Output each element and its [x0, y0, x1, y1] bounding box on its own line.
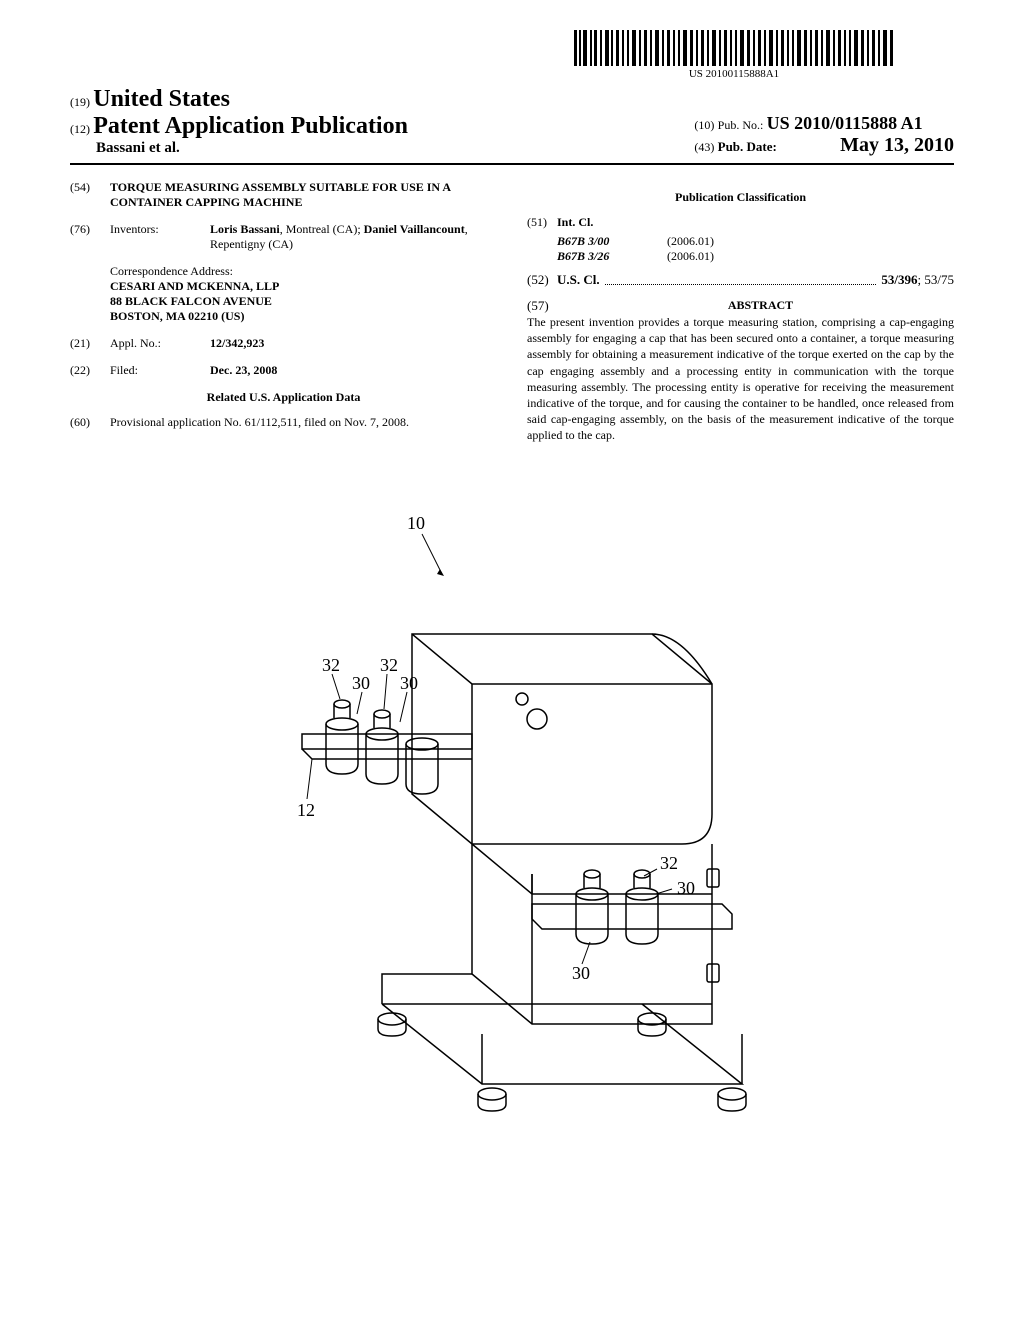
code-12: (12) [70, 122, 90, 136]
abstract-heading-row: (57) ABSTRACT [527, 298, 954, 314]
related-heading: Related U.S. Application Data [70, 390, 497, 405]
fig-label-12: 12 [297, 800, 315, 820]
intcl-item-0: B67B 3/00 (2006.01) [557, 234, 954, 249]
fig-label-32c: 32 [660, 853, 678, 873]
uscl-row: (52) U.S. Cl. 53/396; 53/75 [527, 272, 954, 288]
header: (19) United States (12) Patent Applicati… [70, 86, 954, 165]
right-column: Publication Classification (51) Int. Cl.… [527, 180, 954, 444]
intcl-item-0-code: B67B 3/00 [557, 234, 667, 249]
intcl-item-1: B67B 3/26 (2006.01) [557, 249, 954, 264]
correspondence-street: 88 BLACK FALCON AVENUE [110, 294, 497, 309]
barcode: US 20100115888A1 [574, 30, 894, 80]
applno-value: 12/342,923 [210, 336, 264, 350]
abstract-code: (57) [527, 298, 557, 314]
abstract-heading: ABSTRACT [567, 298, 954, 314]
title-row: (54) TORQUE MEASURING ASSEMBLY SUITABLE … [70, 180, 497, 210]
inventors-code: (76) [70, 222, 100, 252]
authors-line: Bassani et al. [96, 140, 180, 156]
filed-value: Dec. 23, 2008 [210, 363, 277, 377]
fig-label-30a: 30 [352, 673, 370, 693]
fig-label-32b: 32 [380, 655, 398, 675]
uscl-dots [605, 272, 877, 285]
code-19: (19) [70, 95, 90, 109]
uscl-label: U.S. Cl. [557, 272, 600, 288]
intcl-item-1-ver: (2006.01) [667, 249, 714, 264]
patent-figure: 10 32 30 32 30 12 32 30 30 [212, 474, 812, 1124]
doc-type: Patent Application Publication [93, 113, 408, 139]
inventors-row: (76) Inventors: Loris Bassani, Montreal … [70, 222, 497, 252]
pub-date-label: Pub. Date: [718, 139, 777, 154]
code-10: (10) [694, 118, 714, 132]
filed-label: Filed: [110, 363, 200, 378]
correspondence-city: BOSTON, MA 02210 (US) [110, 309, 497, 324]
inventors-value: Loris Bassani, Montreal (CA); Daniel Vai… [210, 222, 497, 252]
intcl-label: Int. Cl. [557, 215, 617, 230]
pub-class-heading: Publication Classification [527, 190, 954, 205]
applno-row: (21) Appl. No.: 12/342,923 [70, 336, 497, 351]
applno-label: Appl. No.: [110, 336, 200, 351]
uscl-value-bold: 53/396 [881, 272, 917, 287]
title-code: (54) [70, 180, 100, 210]
fig-label-30b: 30 [400, 673, 418, 693]
pub-date: May 13, 2010 [840, 134, 954, 156]
fig-label-10: 10 [407, 513, 425, 533]
pub-no-label: Pub. No.: [718, 118, 764, 132]
filed-row: (22) Filed: Dec. 23, 2008 [70, 363, 497, 378]
intcl-item-1-code: B67B 3/26 [557, 249, 667, 264]
figure-area: 10 32 30 32 30 12 32 30 30 [70, 474, 954, 1128]
filed-code: (22) [70, 363, 100, 378]
barcode-text: US 20100115888A1 [574, 68, 894, 80]
title-text: TORQUE MEASURING ASSEMBLY SUITABLE FOR U… [110, 180, 497, 210]
intcl-item-0-ver: (2006.01) [667, 234, 714, 249]
applno-code: (21) [70, 336, 100, 351]
biblio-columns: (54) TORQUE MEASURING ASSEMBLY SUITABLE … [70, 180, 954, 444]
correspondence-name: CESARI AND MCKENNA, LLP [110, 279, 497, 294]
intcl-code: (51) [527, 215, 557, 230]
provisional-text: Provisional application No. 61/112,511, … [110, 415, 497, 430]
barcode-region: US 20100115888A1 [70, 30, 954, 81]
left-column: (54) TORQUE MEASURING ASSEMBLY SUITABLE … [70, 180, 497, 444]
fig-label-30d: 30 [572, 963, 590, 983]
correspondence-block: Correspondence Address: CESARI AND MCKEN… [110, 264, 497, 324]
fig-label-30c: 30 [677, 878, 695, 898]
code-43: (43) [694, 140, 714, 154]
abstract-text: The present invention provides a torque … [527, 314, 954, 444]
correspondence-label: Correspondence Address: [110, 264, 497, 279]
uscl-code: (52) [527, 272, 557, 288]
fig-label-32a: 32 [322, 655, 340, 675]
intcl-block: (51) Int. Cl. B67B 3/00 (2006.01) B67B 3… [527, 215, 954, 264]
provisional-code: (60) [70, 415, 100, 430]
uscl-value-rest: ; 53/75 [918, 272, 954, 287]
pub-no: US 2010/0115888 A1 [767, 113, 923, 133]
provisional-row: (60) Provisional application No. 61/112,… [70, 415, 497, 430]
inventors-label: Inventors: [110, 222, 200, 252]
country: United States [93, 86, 230, 112]
barcode-svg [574, 30, 894, 66]
